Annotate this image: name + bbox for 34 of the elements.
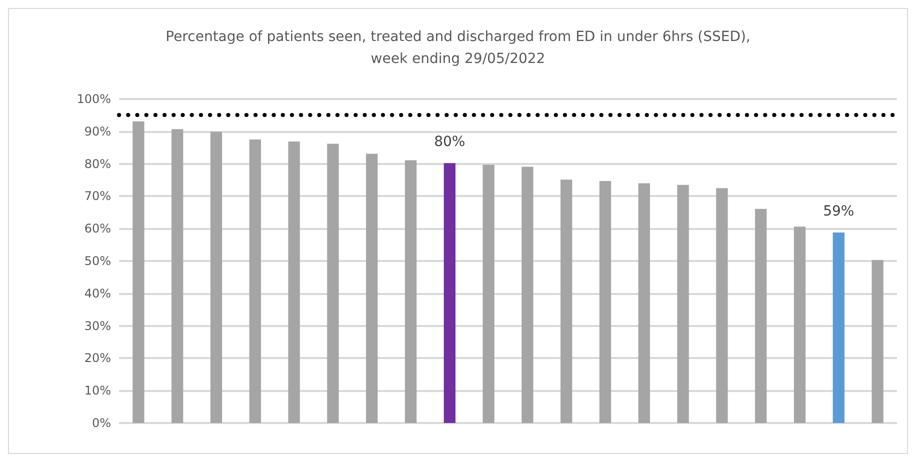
bar [482, 164, 494, 423]
bar [327, 144, 339, 423]
bar [872, 260, 884, 423]
y-tick-label: 50% [84, 254, 111, 268]
y-tick-label: 40% [84, 286, 111, 300]
bar [560, 180, 572, 423]
y-tick-label: 100% [76, 92, 111, 106]
bar [677, 184, 689, 423]
y-tick-label: 60% [84, 222, 111, 236]
chart-title: Percentage of patients seen, treated and discharged from ED in under 6hrs (SSED), week ending 29/05/2022 [166, 29, 750, 67]
bar [522, 166, 534, 423]
data-label: 80% [434, 134, 466, 150]
bar [172, 129, 184, 423]
y-tick-label: 10% [84, 384, 111, 398]
data-label: 59% [823, 203, 854, 220]
y-tick-label: 30% [84, 318, 111, 333]
y-tick-label: 80% [84, 156, 111, 171]
bar [716, 188, 728, 423]
bar [132, 121, 144, 423]
y-tick-label: 90% [84, 124, 111, 138]
bar [366, 154, 378, 423]
bar [249, 140, 261, 423]
bar [404, 160, 417, 423]
y-tick-label: 20% [84, 351, 111, 366]
y-tick-label: 70% [84, 189, 111, 204]
bar [599, 180, 612, 423]
bar [210, 132, 222, 423]
bar [794, 226, 806, 423]
bar [755, 208, 767, 423]
bar [832, 232, 844, 423]
y-tick-label: 0% [92, 416, 111, 430]
bar [638, 183, 650, 423]
bar [288, 141, 300, 423]
bar [444, 163, 456, 423]
